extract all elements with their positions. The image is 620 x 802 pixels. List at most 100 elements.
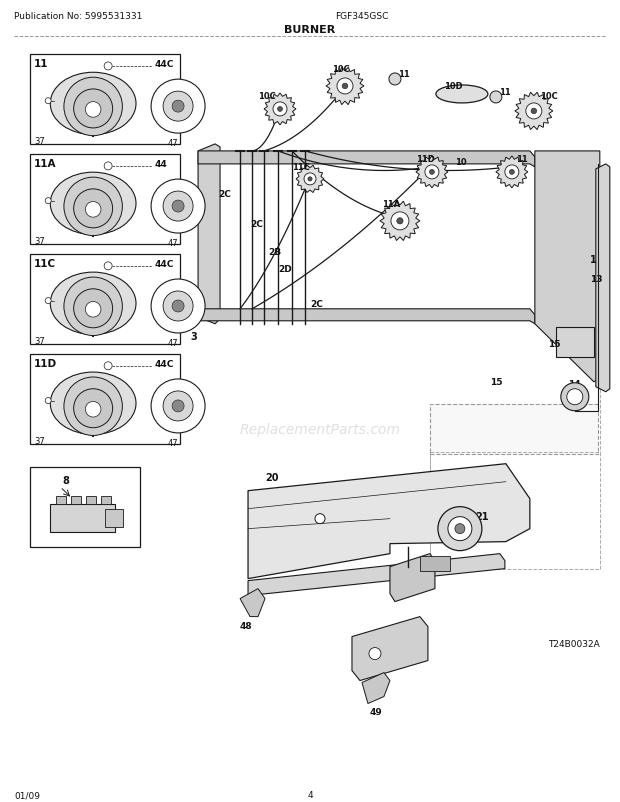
Text: 13: 13 bbox=[590, 275, 602, 284]
Text: 44C: 44C bbox=[154, 359, 174, 368]
Text: 49: 49 bbox=[370, 707, 383, 715]
Text: 11D: 11D bbox=[416, 155, 435, 164]
Circle shape bbox=[64, 277, 122, 336]
Circle shape bbox=[561, 383, 589, 411]
Polygon shape bbox=[352, 617, 428, 681]
Text: 44: 44 bbox=[154, 160, 167, 168]
Text: 47: 47 bbox=[168, 338, 179, 347]
Circle shape bbox=[151, 80, 205, 134]
Polygon shape bbox=[326, 68, 364, 106]
Bar bbox=[30, 467, 140, 547]
Text: 2C: 2C bbox=[250, 220, 263, 229]
Circle shape bbox=[526, 103, 542, 119]
Text: 47: 47 bbox=[168, 439, 179, 448]
Circle shape bbox=[104, 262, 112, 270]
Polygon shape bbox=[535, 152, 600, 383]
Text: T24B0032A: T24B0032A bbox=[548, 638, 600, 648]
Text: 2C: 2C bbox=[310, 299, 323, 309]
Circle shape bbox=[86, 302, 101, 318]
Circle shape bbox=[163, 391, 193, 421]
Text: 3: 3 bbox=[190, 331, 197, 342]
Text: 15: 15 bbox=[490, 377, 502, 387]
Circle shape bbox=[74, 389, 113, 428]
Circle shape bbox=[45, 198, 51, 205]
Text: 11A: 11A bbox=[34, 159, 56, 168]
Ellipse shape bbox=[50, 173, 136, 235]
Text: 37: 37 bbox=[34, 336, 45, 346]
Text: 37: 37 bbox=[34, 237, 45, 245]
Polygon shape bbox=[248, 554, 505, 596]
Circle shape bbox=[45, 298, 51, 304]
Text: 19: 19 bbox=[435, 557, 448, 567]
Circle shape bbox=[448, 517, 472, 541]
Text: 17: 17 bbox=[404, 621, 417, 631]
Polygon shape bbox=[380, 202, 420, 241]
Circle shape bbox=[45, 99, 51, 104]
Circle shape bbox=[425, 166, 439, 180]
Text: 10: 10 bbox=[455, 158, 466, 167]
Text: 10D: 10D bbox=[444, 82, 463, 91]
Text: 8: 8 bbox=[62, 475, 69, 485]
Circle shape bbox=[172, 101, 184, 113]
Text: 11C: 11C bbox=[292, 163, 310, 172]
Ellipse shape bbox=[436, 86, 488, 103]
Text: 37: 37 bbox=[34, 136, 45, 146]
Text: 1: 1 bbox=[590, 254, 596, 265]
Circle shape bbox=[151, 280, 205, 334]
Ellipse shape bbox=[50, 373, 136, 435]
Circle shape bbox=[304, 174, 316, 185]
Polygon shape bbox=[198, 310, 535, 324]
Bar bbox=[86, 496, 96, 504]
Ellipse shape bbox=[50, 73, 136, 136]
Circle shape bbox=[308, 177, 312, 182]
Polygon shape bbox=[264, 94, 296, 126]
Polygon shape bbox=[240, 589, 265, 617]
Circle shape bbox=[315, 514, 325, 524]
Text: FGF345GSC: FGF345GSC bbox=[335, 12, 388, 21]
Circle shape bbox=[104, 163, 112, 171]
Bar bbox=[30, 155, 180, 245]
Text: 2B: 2B bbox=[268, 248, 281, 257]
Text: 47: 47 bbox=[168, 139, 179, 148]
Text: 11: 11 bbox=[34, 59, 49, 69]
Polygon shape bbox=[248, 464, 530, 579]
Bar bbox=[420, 556, 450, 571]
Bar bbox=[105, 509, 123, 527]
Circle shape bbox=[64, 378, 122, 436]
Circle shape bbox=[74, 290, 113, 328]
Text: 10C: 10C bbox=[258, 91, 276, 101]
Circle shape bbox=[74, 189, 113, 229]
Circle shape bbox=[455, 524, 465, 534]
Bar bbox=[30, 254, 180, 344]
Text: 11: 11 bbox=[516, 155, 528, 164]
Circle shape bbox=[510, 170, 515, 175]
Circle shape bbox=[163, 92, 193, 122]
Text: 11A: 11A bbox=[382, 200, 400, 209]
Polygon shape bbox=[416, 156, 448, 188]
Text: 11D: 11D bbox=[34, 358, 57, 368]
Text: 15: 15 bbox=[548, 339, 560, 348]
Bar bbox=[30, 55, 180, 144]
Circle shape bbox=[389, 74, 401, 86]
Text: BURNER: BURNER bbox=[285, 25, 335, 35]
Circle shape bbox=[278, 107, 283, 112]
Circle shape bbox=[163, 292, 193, 322]
Text: 2C: 2C bbox=[218, 189, 231, 199]
Text: 21: 21 bbox=[475, 511, 489, 521]
Circle shape bbox=[172, 400, 184, 412]
Circle shape bbox=[74, 90, 113, 129]
Circle shape bbox=[86, 402, 101, 418]
Bar bbox=[430, 404, 598, 454]
Text: 44C: 44C bbox=[154, 260, 174, 269]
Circle shape bbox=[369, 648, 381, 660]
Text: 47: 47 bbox=[168, 239, 179, 248]
Circle shape bbox=[86, 202, 101, 218]
Text: 18: 18 bbox=[248, 597, 262, 607]
Circle shape bbox=[342, 84, 348, 90]
Polygon shape bbox=[296, 166, 324, 193]
Circle shape bbox=[151, 379, 205, 433]
Circle shape bbox=[172, 200, 184, 213]
Text: 2D: 2D bbox=[278, 265, 292, 273]
Circle shape bbox=[397, 218, 403, 225]
Polygon shape bbox=[515, 93, 553, 131]
